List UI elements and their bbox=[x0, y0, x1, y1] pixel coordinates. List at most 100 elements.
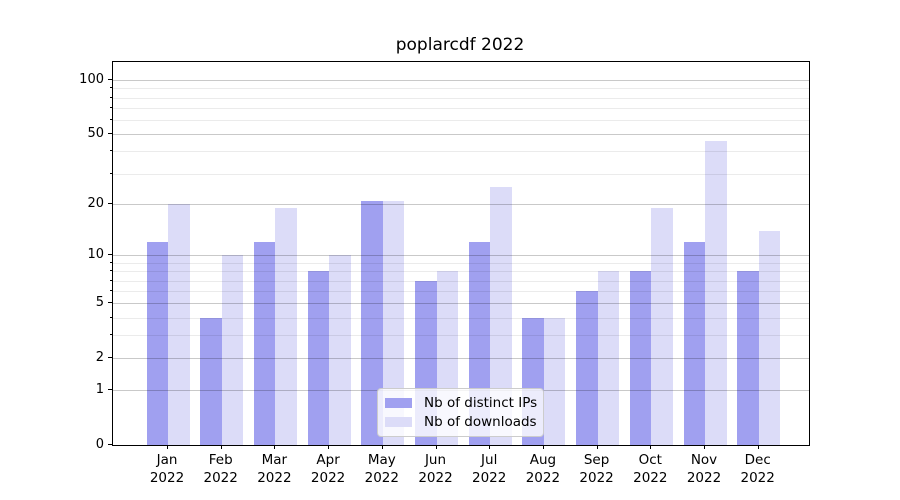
legend-label-distinct-ips: Nb of distinct IPs bbox=[424, 394, 538, 411]
legend: Nb of distinct IPs Nb of downloads bbox=[377, 388, 544, 437]
x-tick-label-sep: Sep 2022 bbox=[569, 452, 625, 487]
x-tick-label-jan: Jan 2022 bbox=[139, 452, 195, 487]
plot-area bbox=[112, 61, 810, 446]
x-tick-dec bbox=[757, 445, 759, 449]
bar-downloads-may bbox=[382, 200, 405, 445]
x-tick-year-feb: 2022 bbox=[203, 469, 238, 486]
bar-downloads-mar bbox=[275, 208, 297, 445]
x-tick-year-aug: 2022 bbox=[525, 469, 561, 486]
bar-ips-feb bbox=[200, 317, 222, 445]
legend-swatch-distinct-ips bbox=[385, 397, 412, 408]
y-tick-label-100: 100 bbox=[79, 71, 104, 87]
bar-ips-sep bbox=[576, 291, 598, 445]
bar-downloads-oct bbox=[651, 208, 673, 445]
y-tick-2 bbox=[108, 357, 112, 359]
x-tick-jun bbox=[435, 445, 437, 449]
y-minor-tick-6 bbox=[110, 290, 112, 292]
y-minor-tick-7 bbox=[110, 279, 112, 281]
x-tick-label-jul: Jul 2022 bbox=[461, 452, 517, 487]
gridline-50 bbox=[113, 134, 809, 136]
bar-downloads-nov bbox=[705, 140, 727, 445]
bar-downloads-jan bbox=[168, 204, 190, 445]
gridline-20 bbox=[113, 204, 809, 206]
y-minor-tick-60 bbox=[110, 119, 112, 120]
gridline-10 bbox=[113, 255, 809, 257]
x-tick-year-dec: 2022 bbox=[740, 469, 775, 486]
bar-ips-may bbox=[361, 200, 383, 445]
gridline-minor-60 bbox=[113, 120, 809, 121]
y-tick-label-0: 0 bbox=[95, 436, 104, 452]
x-tick-oct bbox=[650, 445, 652, 449]
gridline-minor-30 bbox=[113, 173, 809, 175]
x-tick-label-jun: Jun 2022 bbox=[408, 452, 464, 487]
y-minor-tick-9 bbox=[110, 261, 112, 263]
x-tick-year-apr: 2022 bbox=[310, 469, 346, 486]
gridline-5 bbox=[113, 303, 809, 305]
y-minor-tick-3 bbox=[110, 334, 112, 336]
bar-downloads-dec bbox=[758, 230, 781, 445]
legend-swatch-downloads bbox=[385, 417, 412, 428]
y-tick-label-20: 20 bbox=[87, 195, 104, 211]
bar-ips-jan bbox=[146, 242, 168, 445]
y-tick-10 bbox=[108, 254, 112, 256]
y-tick-label-1: 1 bbox=[95, 381, 104, 397]
x-tick-jul bbox=[489, 445, 491, 449]
x-tick-year-jun: 2022 bbox=[418, 469, 453, 486]
bar-ips-dec bbox=[737, 271, 759, 445]
x-tick-apr bbox=[328, 445, 330, 449]
legend-entry-downloads: Nb of downloads bbox=[385, 413, 537, 433]
y-tick-label-50: 50 bbox=[87, 125, 104, 141]
y-minor-tick-80 bbox=[110, 96, 112, 98]
bar-ips-nov bbox=[683, 242, 705, 445]
x-tick-label-nov: Nov 2022 bbox=[676, 452, 732, 487]
y-tick-5 bbox=[108, 302, 112, 304]
y-minor-tick-30 bbox=[110, 172, 112, 174]
x-tick-year-mar: 2022 bbox=[257, 469, 292, 486]
gridline-minor-9 bbox=[113, 262, 809, 264]
y-tick-1 bbox=[108, 389, 112, 391]
gridline-minor-80 bbox=[113, 97, 809, 99]
gridline-100 bbox=[113, 80, 809, 82]
x-tick-label-feb: Feb 2022 bbox=[193, 452, 249, 487]
gridline-minor-7 bbox=[113, 280, 809, 282]
x-tick-label-oct: Oct 2022 bbox=[622, 452, 678, 487]
bar-downloads-sep bbox=[597, 271, 620, 445]
gridline-minor-40 bbox=[113, 151, 809, 153]
x-tick-label-aug: Aug 2022 bbox=[515, 452, 571, 487]
y-tick-0 bbox=[108, 444, 112, 445]
gridline-minor-6 bbox=[113, 291, 809, 293]
gridline-minor-70 bbox=[113, 108, 809, 109]
x-tick-year-jul: 2022 bbox=[472, 469, 507, 486]
bar-ips-oct bbox=[629, 271, 652, 445]
y-tick-100 bbox=[108, 79, 112, 81]
y-minor-tick-4 bbox=[110, 316, 112, 318]
bar-ips-mar bbox=[253, 242, 276, 445]
y-minor-tick-90 bbox=[110, 87, 112, 89]
bar-downloads-jul bbox=[490, 187, 512, 445]
x-tick-aug bbox=[542, 445, 544, 449]
x-tick-may bbox=[381, 445, 383, 449]
x-tick-label-apr: Apr 2022 bbox=[300, 452, 356, 487]
gridline-minor-90 bbox=[113, 88, 809, 90]
legend-label-downloads: Nb of downloads bbox=[424, 414, 537, 431]
bar-ips-apr bbox=[307, 271, 330, 445]
x-tick-label-mar: Mar 2022 bbox=[246, 452, 302, 487]
x-tick-mar bbox=[274, 445, 276, 449]
y-tick-label-5: 5 bbox=[95, 294, 104, 310]
x-tick-year-oct: 2022 bbox=[633, 469, 668, 486]
y-tick-label-10: 10 bbox=[87, 246, 104, 262]
bar-downloads-feb bbox=[221, 255, 244, 445]
legend-entry-distinct-ips: Nb of distinct IPs bbox=[385, 393, 538, 413]
y-tick-20 bbox=[108, 203, 112, 205]
gridline-2 bbox=[113, 358, 809, 360]
gridline-minor-4 bbox=[113, 317, 809, 319]
chart-title: poplarcdf 2022 bbox=[395, 35, 525, 55]
x-tick-year-nov: 2022 bbox=[686, 469, 722, 486]
x-tick-year-jan: 2022 bbox=[149, 469, 185, 486]
y-minor-tick-8 bbox=[110, 270, 112, 272]
x-tick-feb bbox=[220, 445, 222, 449]
x-tick-year-may: 2022 bbox=[364, 469, 399, 486]
y-minor-tick-70 bbox=[110, 107, 112, 108]
gridline-minor-3 bbox=[113, 335, 809, 337]
